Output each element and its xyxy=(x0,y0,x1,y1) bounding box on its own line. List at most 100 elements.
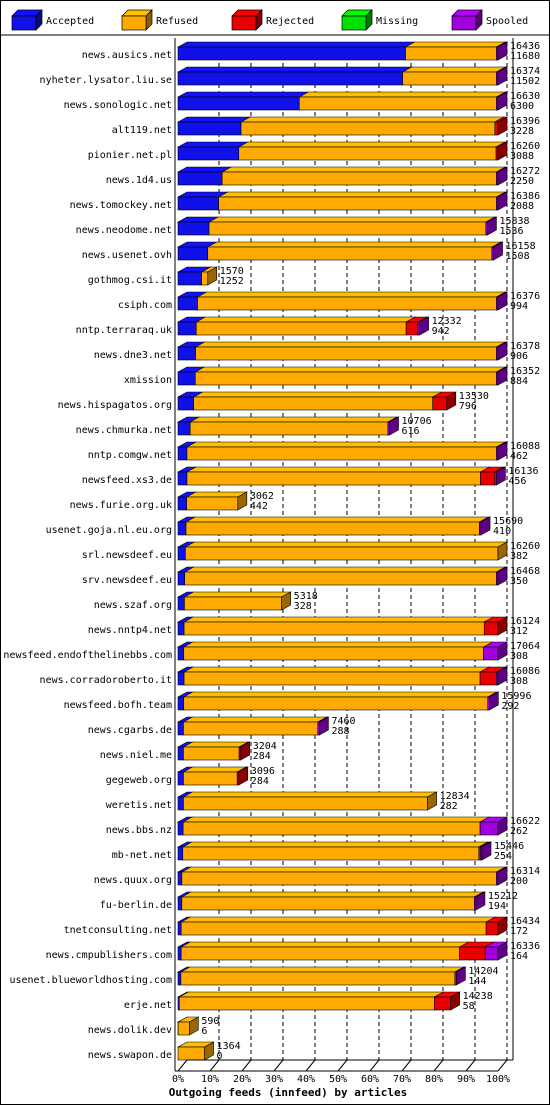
bar-end-face xyxy=(497,66,508,86)
bar-accepted-label: 200 xyxy=(510,876,528,887)
grid xyxy=(218,42,508,1060)
bar-segment-refused xyxy=(183,696,489,711)
legend-label: Spooled xyxy=(486,16,528,27)
bar-end-face xyxy=(389,416,399,436)
x-tick xyxy=(497,1059,508,1072)
bar-accepted-label: 11680 xyxy=(510,51,540,62)
bar-segment-accepted xyxy=(177,671,185,686)
bar-accepted-label: 410 xyxy=(493,526,511,537)
bar-segment-top xyxy=(401,66,507,73)
x-tick xyxy=(401,1059,412,1072)
category-label: nntp.comgw.net xyxy=(88,450,172,461)
bar-end-face xyxy=(497,291,508,311)
category-label: alt119.net xyxy=(112,125,172,136)
category-label: fu-berlin.de xyxy=(100,900,172,911)
bar-total-label: 15446 xyxy=(494,841,524,852)
bar-segment-top xyxy=(182,716,328,723)
category-label: news.dne3.net xyxy=(94,350,172,361)
bar-segment-accepted xyxy=(177,646,185,661)
bar-segment-accepted xyxy=(177,171,223,186)
x-tick-label: 60% xyxy=(361,1074,379,1085)
bar-end-face xyxy=(475,891,486,911)
bar-segment-top xyxy=(180,941,470,948)
bar-total-label: 16158 xyxy=(506,241,536,252)
bar-segment-refused xyxy=(240,121,496,136)
bar-segment-top xyxy=(182,641,494,648)
bar-accepted-label: 312 xyxy=(510,626,528,637)
bar-end-face xyxy=(497,941,508,961)
bar-total-label: 16374 xyxy=(510,66,540,77)
legend-label: Rejected xyxy=(266,16,314,27)
bar-end-face xyxy=(480,516,491,536)
bar-accepted-label: 350 xyxy=(510,576,528,587)
bar-segment-top xyxy=(194,366,507,373)
bar-segment-top xyxy=(180,866,507,873)
bar-end-face xyxy=(497,616,508,636)
bar-segment-top xyxy=(217,191,507,198)
bar-segment-accepted xyxy=(177,121,242,136)
bar-end-face xyxy=(497,441,508,461)
bar-segment-refused xyxy=(184,571,497,586)
bar-segment-refused xyxy=(238,146,497,161)
bar-accepted-label: 292 xyxy=(501,701,519,712)
bar-total-label: 16352 xyxy=(510,366,540,377)
bar-end-face xyxy=(497,116,508,136)
legend-swatch xyxy=(11,15,37,31)
x-tick xyxy=(305,1059,316,1072)
bar-segment-accepted xyxy=(177,771,184,786)
bar-end-face xyxy=(419,316,429,336)
bar-accepted-label: 442 xyxy=(250,501,268,512)
bar-accepted-label: 6 xyxy=(201,1026,207,1037)
category-label: news.sonologic.net xyxy=(64,100,172,111)
bar-segment-refused xyxy=(186,471,481,486)
category-label: erje.net xyxy=(124,1000,172,1011)
category-label: news.szaf.org xyxy=(94,600,172,611)
bar-total-label: 14238 xyxy=(463,991,493,1002)
bar-total-label: 16434 xyxy=(510,916,540,927)
bar-total-label: 16436 xyxy=(510,41,540,52)
bar-segment-accepted xyxy=(177,521,187,536)
bar-segment-top xyxy=(176,141,249,148)
bar-segment-top xyxy=(183,566,507,573)
bar-segment-top xyxy=(184,516,490,523)
bar-accepted-label: 308 xyxy=(510,676,528,687)
bar-total-label: 15838 xyxy=(499,216,529,227)
bar-accepted-label: 58 xyxy=(463,1001,475,1012)
category-label: news.neodome.net xyxy=(76,225,172,236)
bar-accepted-label: 11502 xyxy=(510,76,540,87)
bar-segment-accepted xyxy=(177,871,183,886)
bar-segment-accepted xyxy=(177,396,194,411)
legend-label: Refused xyxy=(156,16,198,27)
bar-segment-top xyxy=(178,991,445,998)
bar-total-label: 15690 xyxy=(493,516,523,527)
bar-total-label: 16088 xyxy=(510,441,540,452)
bar-segment-accepted xyxy=(177,321,197,336)
bar-segment-refused xyxy=(181,896,475,911)
bar-segment-refused xyxy=(182,821,481,836)
bar-accepted-label: 1508 xyxy=(506,251,530,262)
x-tick xyxy=(465,1059,476,1072)
bar-segment-accepted xyxy=(177,596,185,611)
bar-end-face xyxy=(497,91,508,111)
x-tick-label: 100% xyxy=(486,1074,510,1085)
bar-segment-accepted xyxy=(177,221,210,236)
category-label: news.quux.org xyxy=(94,875,172,886)
bar-segment-top xyxy=(196,291,507,298)
category-label: news.dolik.dev xyxy=(88,1025,172,1036)
category-label: news.cgarbs.de xyxy=(88,725,172,736)
bar-accepted-label: 456 xyxy=(508,476,526,487)
category-label: news.ausics.net xyxy=(82,50,172,61)
bar-segment-top xyxy=(185,441,507,448)
category-label: nyheter.lysator.liu.se xyxy=(40,75,172,86)
bar-segment-refused xyxy=(189,421,389,436)
category-label: news.1d4.us xyxy=(106,175,172,186)
x-tick-label: 20% xyxy=(233,1074,251,1085)
x-tick-label: 10% xyxy=(201,1074,219,1085)
